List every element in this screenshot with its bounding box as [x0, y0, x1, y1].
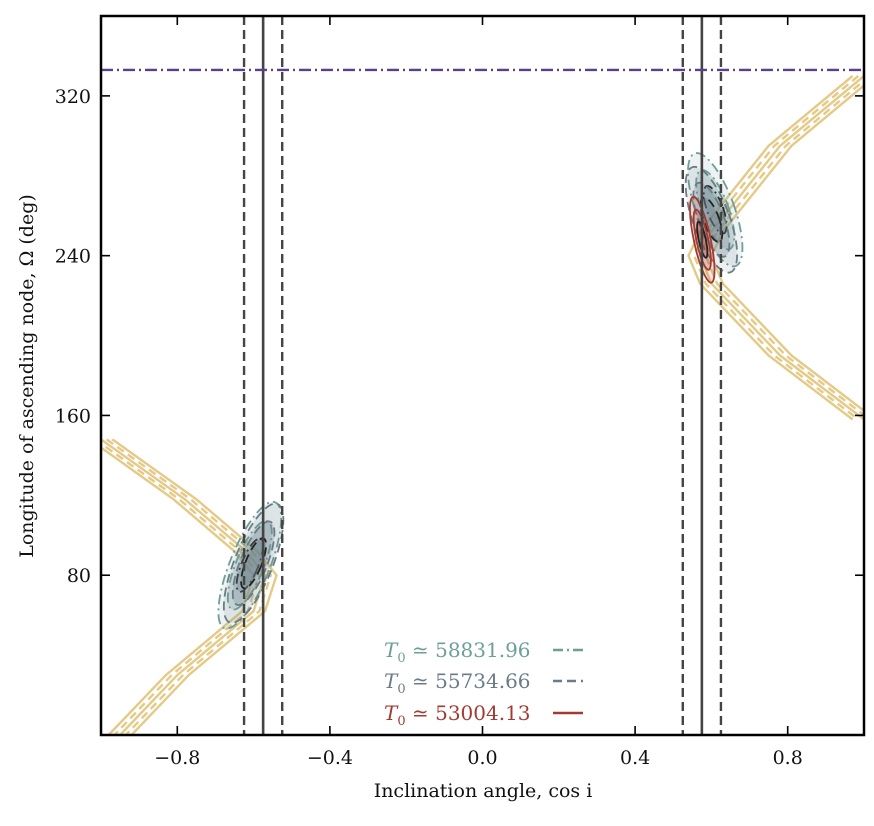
band-curve — [704, 79, 864, 417]
y-tick-label: 320 — [55, 86, 91, 108]
band-curve — [692, 74, 860, 421]
axis-ticks — [101, 16, 864, 735]
y-tick-label: 240 — [55, 246, 91, 268]
contour-region — [684, 165, 739, 274]
x-axis-label: Inclination angle, cos i — [374, 780, 593, 802]
band-curve — [687, 74, 854, 421]
y-axis-label: Longitude of ascending node, Ω (deg) — [16, 194, 38, 558]
contour-level — [699, 196, 724, 243]
plot-content — [101, 16, 864, 735]
legend-entry: T0 ≃ 58831.96 — [384, 638, 531, 666]
x-tick-label: 0.8 — [773, 747, 803, 769]
legend-entry: T0 ≃ 53004.13 — [384, 701, 531, 729]
band-curve — [106, 438, 273, 735]
contour-level — [217, 500, 283, 630]
contour-level — [684, 165, 739, 274]
plot-frame — [99, 14, 866, 737]
legend: T0 ≃ 58831.96 T0 ≃ 55734.66 T0 ≃ 53004.13 — [384, 638, 583, 729]
band-curve — [101, 441, 261, 735]
x-tick-labels: −0.8 −0.4 0.0 0.4 0.8 — [154, 747, 803, 769]
x-tick-label: 0.0 — [467, 747, 497, 769]
band-curve — [111, 438, 278, 735]
band-curve — [101, 438, 267, 735]
x-tick-label: −0.4 — [307, 747, 353, 769]
y-tick-labels: 80 160 240 320 — [55, 86, 91, 587]
x-tick-label: 0.4 — [620, 747, 650, 769]
y-tick-label: 160 — [55, 405, 91, 427]
contour-level — [222, 502, 285, 624]
y-tick-label: 80 — [67, 565, 91, 587]
legend-entry: T0 ≃ 55734.66 — [384, 669, 531, 697]
x-tick-label: −0.8 — [154, 747, 200, 769]
